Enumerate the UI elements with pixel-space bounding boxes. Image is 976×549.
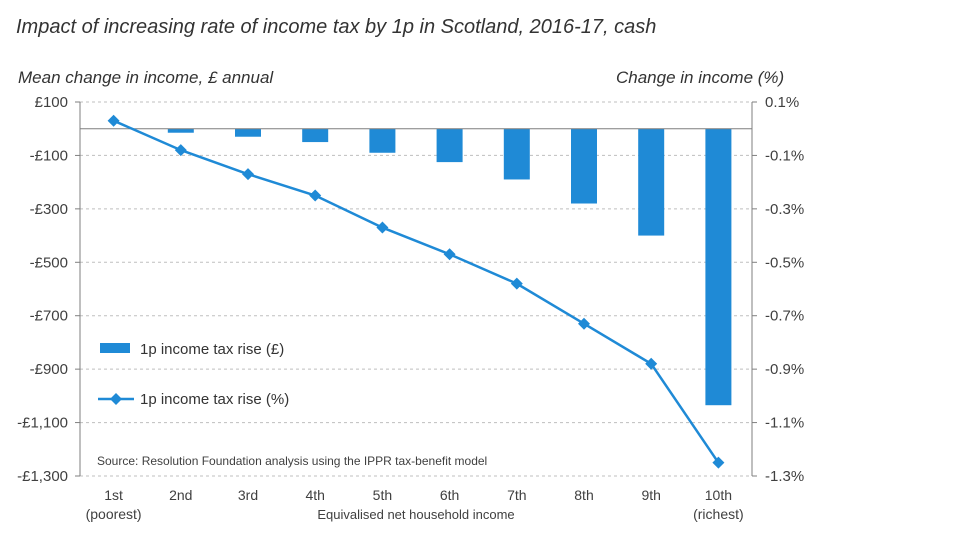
legend-swatch-marker (110, 393, 122, 405)
y-tick-label-left: -£700 (30, 308, 68, 325)
x-tick-label: 4th (305, 487, 324, 503)
y-tick-label-left: -£1,100 (17, 415, 68, 432)
x-tick-label: 2nd (169, 487, 192, 503)
legend: 1p income tax rise (£) 1p income tax rise… (98, 341, 289, 408)
line-series (107, 114, 725, 469)
line-point-5th (376, 221, 389, 234)
x-tick-label: 10th (705, 487, 732, 503)
x-tick-label: 3rd (238, 487, 258, 503)
y-tick-label-right: -1.1% (765, 415, 804, 432)
y-axis-title-left: Mean change in income, £ annual (18, 68, 274, 87)
legend-label-bar: 1p income tax rise (£) (140, 341, 284, 358)
line-point-3rd (242, 168, 254, 181)
line-point-10th (712, 456, 725, 469)
legend-label-line: 1p income tax rise (%) (140, 391, 289, 408)
line-point-9th (645, 357, 658, 370)
legend-swatch-bar (100, 343, 130, 353)
line-point-4th (309, 189, 322, 202)
line-point-1st (107, 114, 120, 127)
bar-series (167, 128, 732, 406)
y-tick-label-right: -0.3% (765, 201, 804, 218)
x-tick-label: 1st (104, 487, 123, 503)
y-tick-label-left: -£900 (30, 361, 68, 378)
y-tick-label-right: -0.1% (765, 147, 804, 164)
line-point-8th (578, 317, 590, 330)
y-tick-label-right: -0.5% (765, 254, 804, 271)
x-ticks: 1st (poorest) 2nd 3rd 4th 5th 6th 7th 8th 9th 10th… (86, 487, 744, 522)
y-tick-label-left: -£300 (30, 201, 68, 218)
x-axis-title: Equivalised net household income (317, 507, 514, 522)
y-axis-title-right: Change in income (%) (616, 68, 785, 87)
bar-5th (369, 128, 396, 153)
x-tick-label: 9th (641, 487, 660, 503)
bar-6th (436, 128, 463, 163)
chart-title: Impact of increasing rate of income tax … (16, 16, 657, 38)
bar-3rd (235, 128, 261, 137)
line-point-2nd (174, 144, 187, 157)
bar-10th (705, 128, 732, 406)
x-tick-label: 6th (440, 487, 459, 503)
x-tick-sublabel: (richest) (693, 506, 744, 522)
y-tick-label-right: -0.7% (765, 308, 804, 325)
y-tick-label-right: 0.1% (765, 94, 799, 111)
y-tick-label-right: -1.3% (765, 468, 804, 485)
bar-9th (638, 128, 665, 236)
x-tick-label: 7th (507, 487, 526, 503)
source-note: Source: Resolution Foundation analysis u… (97, 454, 487, 468)
line-point-7th (510, 277, 523, 290)
x-tick-label: 5th (373, 487, 392, 503)
x-tick-label: 8th (574, 487, 593, 503)
y-tick-label-left: -£100 (30, 147, 68, 164)
x-tick-sublabel: (poorest) (86, 506, 142, 522)
y-tick-label-right: -0.9% (765, 361, 804, 378)
bar-8th (571, 128, 597, 204)
line-path (113, 119, 720, 464)
y-tick-label-left: £100 (35, 94, 68, 111)
bar-4th (302, 128, 329, 143)
y-ticks-right: 0.1% -0.1% -0.3% -0.5% -0.7% -0.9% -1.1% -1.3% (752, 94, 804, 485)
bar-7th (503, 128, 530, 180)
y-tick-label-left: -£1,300 (17, 468, 68, 485)
y-ticks-left: £100 -£100 -£300 -£500 -£700 -£900 -£1,100 -£1,… (17, 94, 80, 485)
line-point-6th (443, 248, 456, 261)
y-tick-label-left: -£500 (30, 254, 68, 271)
bar-2nd (167, 128, 194, 133)
